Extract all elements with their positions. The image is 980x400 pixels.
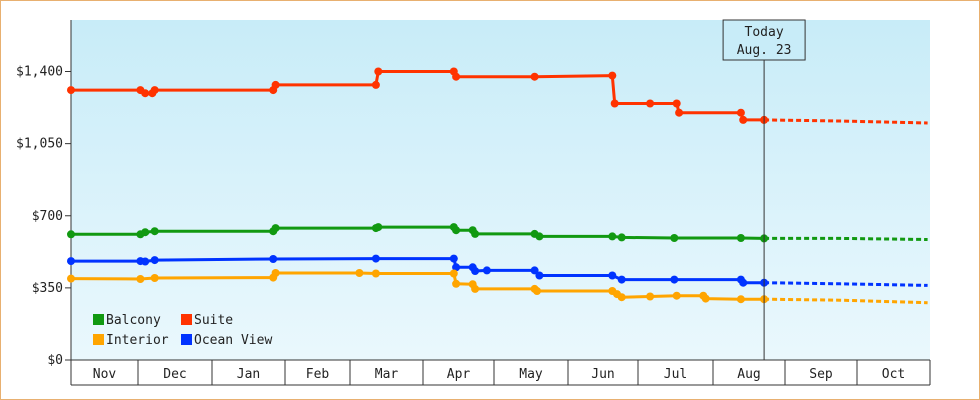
today-label: Today: [745, 25, 784, 40]
legend-swatch: [93, 334, 104, 345]
data-point[interactable]: [141, 89, 150, 98]
data-point[interactable]: [141, 257, 150, 266]
data-point[interactable]: [672, 99, 681, 108]
data-point[interactable]: [67, 230, 75, 239]
legend-label: Suite: [194, 313, 233, 328]
x-month-label: Oct: [882, 367, 905, 382]
series-forecast-suite: [764, 118, 928, 125]
data-point[interactable]: [530, 266, 539, 275]
series-forecast-interior: [764, 297, 928, 305]
data-point[interactable]: [617, 275, 626, 284]
x-month-label: Sep: [809, 367, 833, 382]
legend-swatch: [181, 314, 192, 325]
data-point[interactable]: [646, 292, 655, 301]
y-axis: $0 $350 $700 $1,050 $1,400: [16, 20, 72, 368]
series-forecast-balcony: [764, 236, 928, 241]
legend-label: Interior: [106, 333, 169, 348]
data-point[interactable]: [371, 254, 380, 263]
y-tick-label: $1,050: [16, 137, 63, 152]
data-point[interactable]: [141, 228, 150, 237]
legend-swatch: [93, 314, 104, 325]
data-point[interactable]: [736, 234, 745, 242]
data-point[interactable]: [371, 269, 380, 278]
data-point[interactable]: [67, 274, 75, 283]
data-point[interactable]: [535, 271, 544, 280]
data-point[interactable]: [67, 86, 75, 95]
data-point[interactable]: [471, 229, 480, 238]
data-point[interactable]: [271, 80, 280, 89]
data-point[interactable]: [471, 284, 480, 293]
x-month-label: May: [519, 367, 543, 382]
legend-label: Ocean View: [194, 333, 272, 348]
today-date: Aug. 23: [737, 43, 792, 58]
data-point[interactable]: [150, 227, 159, 236]
data-point[interactable]: [452, 279, 461, 288]
data-point[interactable]: [471, 267, 480, 275]
x-month-label: Jan: [237, 367, 260, 382]
data-point[interactable]: [269, 255, 278, 263]
data-point[interactable]: [608, 232, 617, 241]
data-point[interactable]: [150, 274, 159, 282]
data-point[interactable]: [449, 269, 458, 278]
data-point[interactable]: [452, 72, 461, 81]
data-point[interactable]: [617, 233, 626, 242]
x-month-label: Jul: [664, 367, 687, 382]
x-month-label: Feb: [306, 367, 330, 382]
data-point[interactable]: [672, 291, 681, 300]
data-point[interactable]: [271, 224, 280, 233]
data-point[interactable]: [452, 263, 461, 272]
data-point[interactable]: [371, 80, 380, 89]
data-point[interactable]: [739, 278, 748, 287]
data-point[interactable]: [610, 99, 619, 108]
data-point[interactable]: [701, 294, 710, 303]
data-point[interactable]: [736, 295, 745, 304]
data-point[interactable]: [675, 108, 684, 117]
y-tick-label: $1,400: [16, 65, 63, 80]
data-point[interactable]: [670, 234, 679, 242]
data-point[interactable]: [533, 287, 541, 295]
legend-swatch: [181, 334, 192, 345]
x-month-label: Mar: [375, 367, 399, 382]
series-forecast-ocean-view: [764, 281, 928, 287]
x-month-label: Nov: [93, 367, 117, 382]
data-point[interactable]: [449, 254, 458, 263]
data-point[interactable]: [646, 99, 655, 108]
data-point[interactable]: [535, 232, 544, 241]
data-point[interactable]: [67, 257, 75, 266]
series-lines: [67, 67, 928, 305]
today-label-box: [722, 19, 806, 61]
x-month-label: Jun: [591, 367, 614, 382]
data-point[interactable]: [452, 226, 461, 235]
data-point[interactable]: [608, 71, 617, 80]
legend-label: Balcony: [106, 313, 161, 328]
today-marker: Today Aug. 23: [722, 19, 806, 360]
x-month-label: Apr: [447, 367, 471, 382]
data-point[interactable]: [374, 67, 383, 76]
data-point[interactable]: [670, 275, 679, 284]
data-point[interactable]: [530, 72, 539, 81]
x-axis: Nov Dec Jan Feb Mar Apr May Jun Jul Aug Sep Oct: [70, 359, 931, 386]
x-month-label: Aug: [737, 367, 760, 382]
data-point[interactable]: [150, 256, 159, 265]
x-month-label: Dec: [163, 367, 186, 382]
data-point[interactable]: [482, 266, 491, 275]
data-point[interactable]: [355, 269, 364, 277]
data-point[interactable]: [617, 293, 626, 302]
data-point[interactable]: [608, 271, 617, 280]
data-point[interactable]: [374, 223, 383, 232]
data-point[interactable]: [736, 108, 745, 117]
y-tick-label: $0: [47, 353, 63, 368]
y-tick-label: $350: [32, 281, 63, 296]
data-point[interactable]: [271, 269, 280, 277]
data-point[interactable]: [150, 86, 159, 95]
data-point[interactable]: [136, 275, 145, 283]
y-tick-label: $700: [32, 209, 63, 224]
data-point[interactable]: [739, 115, 748, 124]
plot-background: [71, 20, 930, 360]
legend: Balcony Suite Interior Ocean View: [93, 313, 272, 348]
